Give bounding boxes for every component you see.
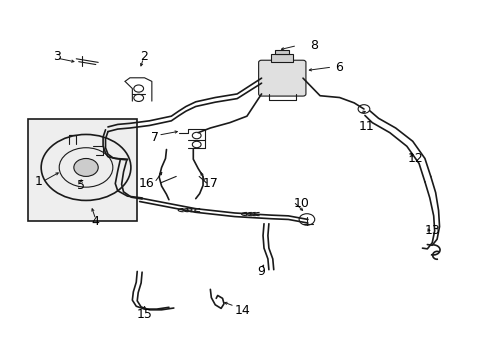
Circle shape	[74, 158, 98, 176]
Text: 2: 2	[141, 50, 148, 63]
Text: 17: 17	[203, 177, 219, 190]
Text: 10: 10	[293, 197, 308, 210]
Text: 14: 14	[234, 305, 250, 318]
Text: 12: 12	[407, 152, 423, 165]
Text: 8: 8	[310, 39, 318, 52]
Text: 4: 4	[92, 215, 100, 228]
Text: 11: 11	[358, 120, 374, 133]
Text: 1: 1	[34, 175, 42, 188]
Text: 16: 16	[138, 177, 154, 190]
Text: 9: 9	[257, 265, 265, 278]
Text: 5: 5	[77, 179, 85, 192]
FancyBboxPatch shape	[258, 60, 305, 96]
Text: 3: 3	[53, 50, 61, 63]
Text: 7: 7	[151, 131, 159, 144]
Text: 13: 13	[424, 224, 440, 237]
Text: 15: 15	[136, 308, 152, 321]
Bar	[27, 119, 137, 221]
Bar	[271, 54, 293, 62]
Bar	[275, 50, 288, 54]
Text: 6: 6	[334, 60, 342, 73]
